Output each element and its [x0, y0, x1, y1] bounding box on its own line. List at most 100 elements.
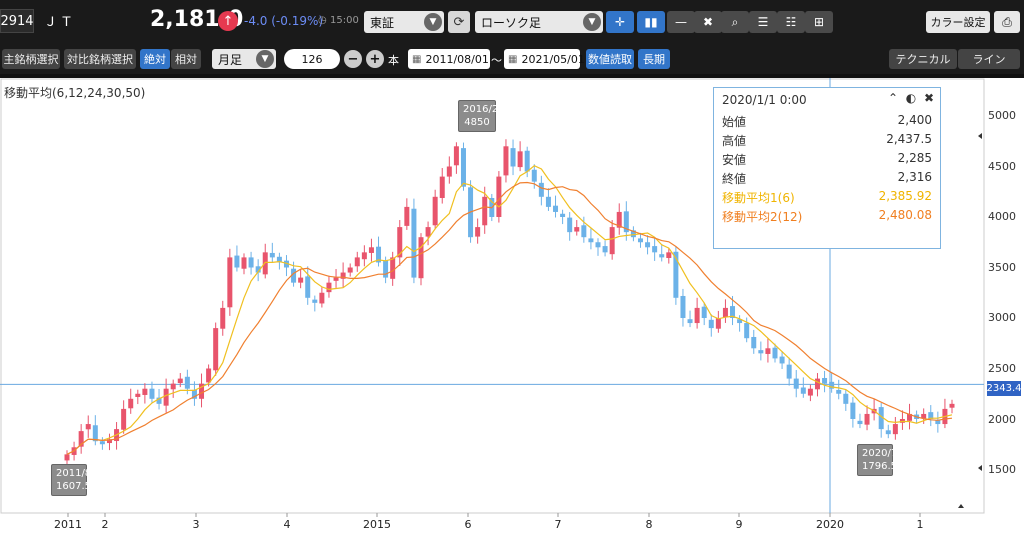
candle-body — [354, 257, 360, 267]
to-date-input[interactable]: ▦ 2021/05/01 — [504, 49, 585, 69]
candle-body — [737, 319, 743, 324]
candle-body — [213, 328, 219, 371]
candle-body — [496, 176, 502, 217]
grid-button[interactable]: ⊞ — [805, 11, 833, 33]
candle-body — [666, 252, 672, 259]
absolute-button[interactable]: 絶対 — [140, 49, 170, 69]
decrease-button[interactable]: − — [344, 50, 362, 68]
technical-button[interactable]: テクニカル — [889, 49, 957, 69]
arrow-up-icon: ↑ — [218, 11, 238, 31]
high-marker-2016: 2016/2 4850 — [458, 100, 498, 132]
date-range-separator: ～ — [491, 54, 502, 67]
candle-body — [397, 227, 403, 258]
tooltip-row: 始値 2,400 — [722, 113, 932, 130]
x-tick-label: 3 — [192, 518, 200, 531]
line-button[interactable]: ライン — [958, 49, 1020, 69]
chart-type-select[interactable]: ローソク足 ▼ — [475, 11, 603, 33]
market-select[interactable]: 東証 ▼ — [364, 11, 444, 33]
price-chart[interactable]: 移動平均(6,12,24,30,50) 2011/8 1607.5 2016/2 4… — [0, 78, 1024, 538]
from-date-input[interactable]: ▦ 2011/08/01 — [408, 49, 490, 69]
candle-body — [312, 299, 318, 303]
candle-body — [241, 257, 247, 269]
candle-body — [390, 257, 396, 279]
chevron-down-icon: ▼ — [424, 13, 442, 31]
ma1-label: 移動平均1(6) — [722, 191, 795, 205]
y-tick-label: 3500 — [988, 261, 1016, 274]
main-stock-select-button[interactable]: 主銘柄選択 — [2, 49, 60, 69]
crosshair-button[interactable]: ✛ — [606, 11, 634, 33]
candle-body — [361, 252, 367, 260]
candle-body — [170, 383, 176, 390]
candle-body — [340, 272, 346, 279]
refresh-button[interactable]: ⟳ — [448, 11, 470, 33]
marker-value: 4850 — [464, 117, 490, 128]
candle-body — [531, 169, 537, 182]
relative-button[interactable]: 相対 — [171, 49, 201, 69]
candle-body — [793, 378, 799, 389]
candle-body — [305, 276, 311, 298]
candle-body — [418, 237, 424, 279]
collapse-icon[interactable]: ⌃ — [887, 91, 899, 105]
candle-body — [460, 148, 466, 187]
candle-body — [708, 319, 714, 329]
line-icon: — — [675, 15, 687, 29]
axis-marker-icon — [978, 465, 982, 471]
contrast-icon[interactable]: ◐ — [905, 91, 917, 105]
candle-body — [694, 307, 700, 324]
bar-count-input[interactable]: 126 — [284, 49, 340, 69]
close-icon[interactable]: ✖ — [923, 91, 935, 105]
candle-body — [545, 196, 551, 207]
candle-body — [191, 389, 197, 399]
x-tick-label: 1 — [916, 518, 924, 531]
candle-body — [78, 431, 84, 447]
chevron-down-icon: ▼ — [256, 50, 274, 68]
row-value: 2,400 — [897, 113, 932, 127]
candle-body — [878, 407, 884, 430]
list-icon: ☰ — [757, 15, 769, 29]
row-value: 2,316 — [897, 170, 932, 184]
tooltip-ma1-row: 移動平均1(6) 2,385.92 — [722, 189, 932, 206]
candle-body — [751, 336, 757, 349]
list-detail-button[interactable]: ☷ — [777, 11, 805, 33]
candle-body — [453, 146, 459, 166]
bar-chart-icon: ▮▮ — [644, 15, 658, 29]
compare-stock-select-button[interactable]: 対比銘柄選択 — [64, 49, 136, 69]
x-tick-label: 6 — [464, 518, 472, 531]
y-tick-label: 3000 — [988, 311, 1016, 324]
candle-body — [786, 364, 792, 379]
list-detail-icon: ☷ — [785, 15, 797, 29]
candle-body — [163, 388, 169, 406]
low-marker-2020: 2020/7 1796.5 — [857, 444, 897, 476]
x-tick-label: 8 — [645, 518, 653, 531]
increase-button[interactable]: + — [366, 50, 384, 68]
zoom-button[interactable]: ⌕ — [721, 11, 749, 33]
candle-body — [623, 211, 629, 233]
candle-body — [206, 368, 212, 383]
long-term-button[interactable]: 長期 — [638, 49, 670, 69]
y-tick-label: 4500 — [988, 160, 1016, 173]
candle-body — [921, 413, 927, 419]
numeric-read-button[interactable]: 数値読取 — [586, 49, 634, 69]
candlestick-plot[interactable] — [0, 78, 1024, 538]
period-select[interactable]: 月足 ▼ — [212, 49, 276, 69]
tooltip-row: 終値 2,316 — [722, 170, 932, 187]
close-icon: ✖ — [702, 15, 714, 29]
candle-body — [609, 227, 615, 255]
candle-body — [602, 246, 608, 253]
clear-button[interactable]: ✖ — [694, 11, 722, 33]
list-button[interactable]: ☰ — [749, 11, 777, 33]
candle-body — [298, 277, 304, 283]
period-value: 月足 — [218, 52, 243, 67]
row-value: 2,437.5 — [886, 132, 932, 146]
ma1-line — [66, 164, 953, 455]
line-tool-button[interactable]: — — [667, 11, 695, 33]
color-setting-button[interactable]: カラー設定 — [926, 11, 990, 33]
bar-chart-button[interactable]: ▮▮ — [637, 11, 665, 33]
calendar-icon: ▦ — [508, 53, 518, 65]
stock-code[interactable]: 2914 — [0, 9, 34, 33]
candle-body — [800, 387, 806, 394]
candle-body — [524, 150, 530, 172]
update-time: 15:00 — [330, 15, 359, 26]
candle-body — [595, 242, 601, 248]
print-button[interactable]: ⎙ — [994, 11, 1020, 33]
